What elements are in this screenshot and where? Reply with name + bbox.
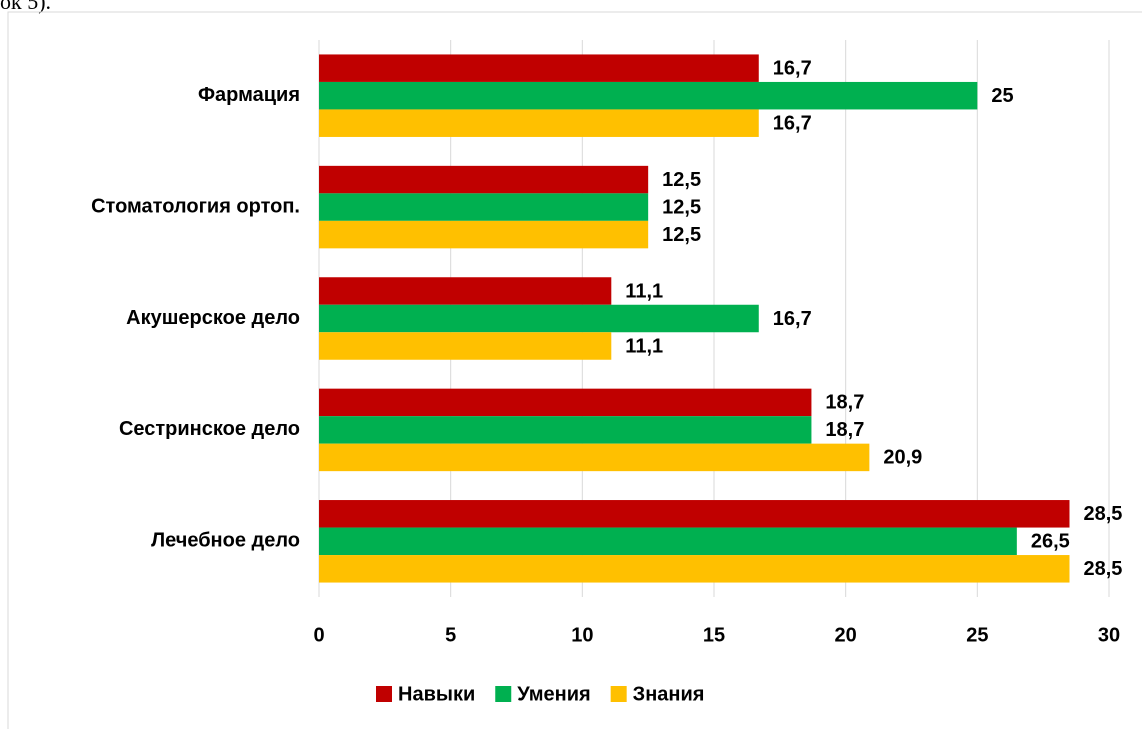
legend-label: Умения [517, 683, 590, 705]
x-tick-label: 25 [966, 624, 988, 646]
x-tick-label: 0 [313, 624, 324, 646]
bar [319, 54, 759, 82]
bar [319, 332, 612, 360]
x-tick-label: 30 [1098, 624, 1120, 646]
bar [319, 193, 649, 221]
data-label: 12,5 [662, 224, 701, 246]
data-label: 28,5 [1084, 558, 1123, 580]
y-tick-label: Фармация [198, 84, 300, 106]
data-label: 20,9 [883, 447, 922, 469]
data-label: 16,7 [773, 112, 812, 134]
x-tick-label: 20 [835, 624, 857, 646]
bar [319, 81, 978, 110]
data-label: 16,7 [773, 308, 812, 330]
data-label: 26,5 [1031, 531, 1070, 553]
legend-swatch [495, 686, 512, 702]
legend-swatch [610, 686, 627, 702]
bar [319, 500, 1070, 528]
bar [319, 416, 812, 444]
bar [319, 555, 1070, 583]
data-label: 25 [991, 85, 1013, 107]
bar [319, 443, 870, 472]
x-tick-label: 5 [445, 624, 456, 646]
data-label: 11,1 [625, 335, 663, 357]
bar [319, 277, 612, 305]
data-label: 18,7 [825, 419, 864, 441]
x-tick-label: 15 [703, 624, 725, 646]
y-tick-label: Стоматология ортоп. [91, 195, 300, 217]
legend-label: Навыки [398, 683, 475, 705]
data-label: 16,7 [773, 57, 812, 79]
bar [319, 165, 649, 194]
chart-border [7, 11, 1142, 729]
y-tick-label: Сестринское дело [119, 418, 300, 440]
legend-label: Знания [633, 683, 705, 705]
x-tick-label: 10 [571, 624, 593, 646]
bar [319, 527, 1017, 556]
y-tick-label: Лечебное дело [151, 530, 300, 552]
data-label: 12,5 [662, 169, 701, 191]
bar [319, 109, 759, 137]
data-label: 12,5 [662, 196, 701, 218]
data-label: 18,7 [825, 392, 864, 414]
page-text: ок 5). [0, 0, 51, 14]
bar [319, 220, 649, 249]
bar [319, 304, 759, 333]
legend-swatch [376, 686, 392, 702]
data-label: 11,1 [625, 280, 663, 302]
bar [319, 388, 812, 417]
data-label: 28,5 [1084, 503, 1123, 525]
y-tick-label: Акушерское дело [126, 307, 300, 329]
